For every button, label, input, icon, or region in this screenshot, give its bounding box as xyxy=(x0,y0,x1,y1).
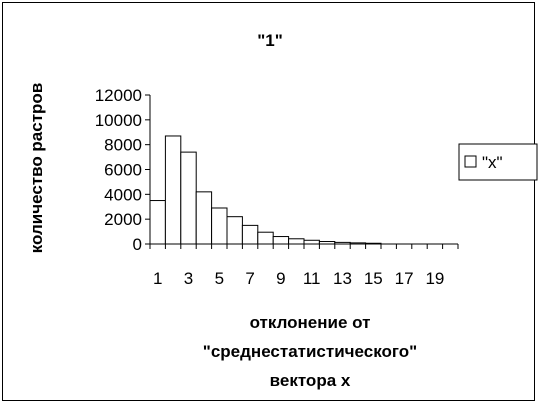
x-tick-label: 3 xyxy=(184,269,193,288)
bar xyxy=(257,231,274,245)
bar xyxy=(272,236,290,245)
y-tick-label: 8000 xyxy=(104,136,142,155)
y-axis: 0 2000 4000 6000 8000 10000 12000 xyxy=(95,86,151,254)
x-tick-label: 7 xyxy=(245,269,254,288)
legend: "x" xyxy=(458,143,538,181)
y-tick-label: 0 xyxy=(133,235,142,254)
x-axis-title-line-3: вектора x xyxy=(270,371,351,390)
y-tick-label: 2000 xyxy=(104,210,142,229)
x-tick-label: 11 xyxy=(303,269,321,288)
legend-label: "x" xyxy=(482,153,503,172)
bar xyxy=(164,135,182,245)
y-axis-title: количество растров xyxy=(27,83,46,254)
bar xyxy=(211,207,228,245)
bar xyxy=(318,241,336,245)
bar xyxy=(180,151,197,245)
x-tick-label: 19 xyxy=(425,269,444,288)
bar xyxy=(365,242,382,245)
bar xyxy=(149,200,166,245)
x-axis-title-line-2: "среднестатистического" xyxy=(203,342,417,361)
chart-frame xyxy=(2,2,535,401)
x-axis-title-line-1: отклонение от xyxy=(250,313,371,332)
bar xyxy=(288,238,305,245)
bar xyxy=(303,239,320,245)
y-tick-label: 6000 xyxy=(104,161,142,180)
y-tick-label: 12000 xyxy=(95,86,142,105)
bars-group xyxy=(149,135,382,245)
y-tick-label: 4000 xyxy=(104,185,142,204)
x-tick-label: 13 xyxy=(333,269,352,288)
y-tick-label: 10000 xyxy=(95,111,142,130)
x-tick-label: 17 xyxy=(395,269,414,288)
x-tick-label: 5 xyxy=(215,269,224,288)
legend-swatch xyxy=(464,155,477,168)
x-tick-label: 15 xyxy=(364,269,383,288)
bar xyxy=(334,241,351,245)
bar xyxy=(241,224,259,245)
x-tick-label: 1 xyxy=(153,269,162,288)
bar xyxy=(195,191,213,245)
bar xyxy=(349,242,367,245)
x-axis: 1 3 5 7 9 11 13 15 17 19 xyxy=(149,243,459,288)
x-tick-label: 9 xyxy=(276,269,285,288)
chart-title: "1" xyxy=(257,31,283,50)
bar xyxy=(226,216,243,245)
